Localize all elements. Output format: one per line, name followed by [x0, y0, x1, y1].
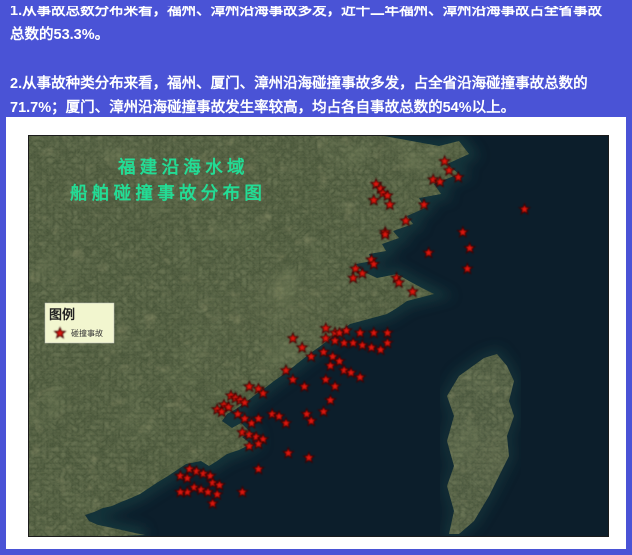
svg-text:福建沿海水域: 福建沿海水域 [117, 157, 249, 177]
svg-text:碰撞事故: 碰撞事故 [71, 328, 103, 338]
svg-text:图例: 图例 [49, 307, 75, 322]
svg-text:船舶碰撞事故分布图: 船舶碰撞事故分布图 [70, 183, 266, 203]
